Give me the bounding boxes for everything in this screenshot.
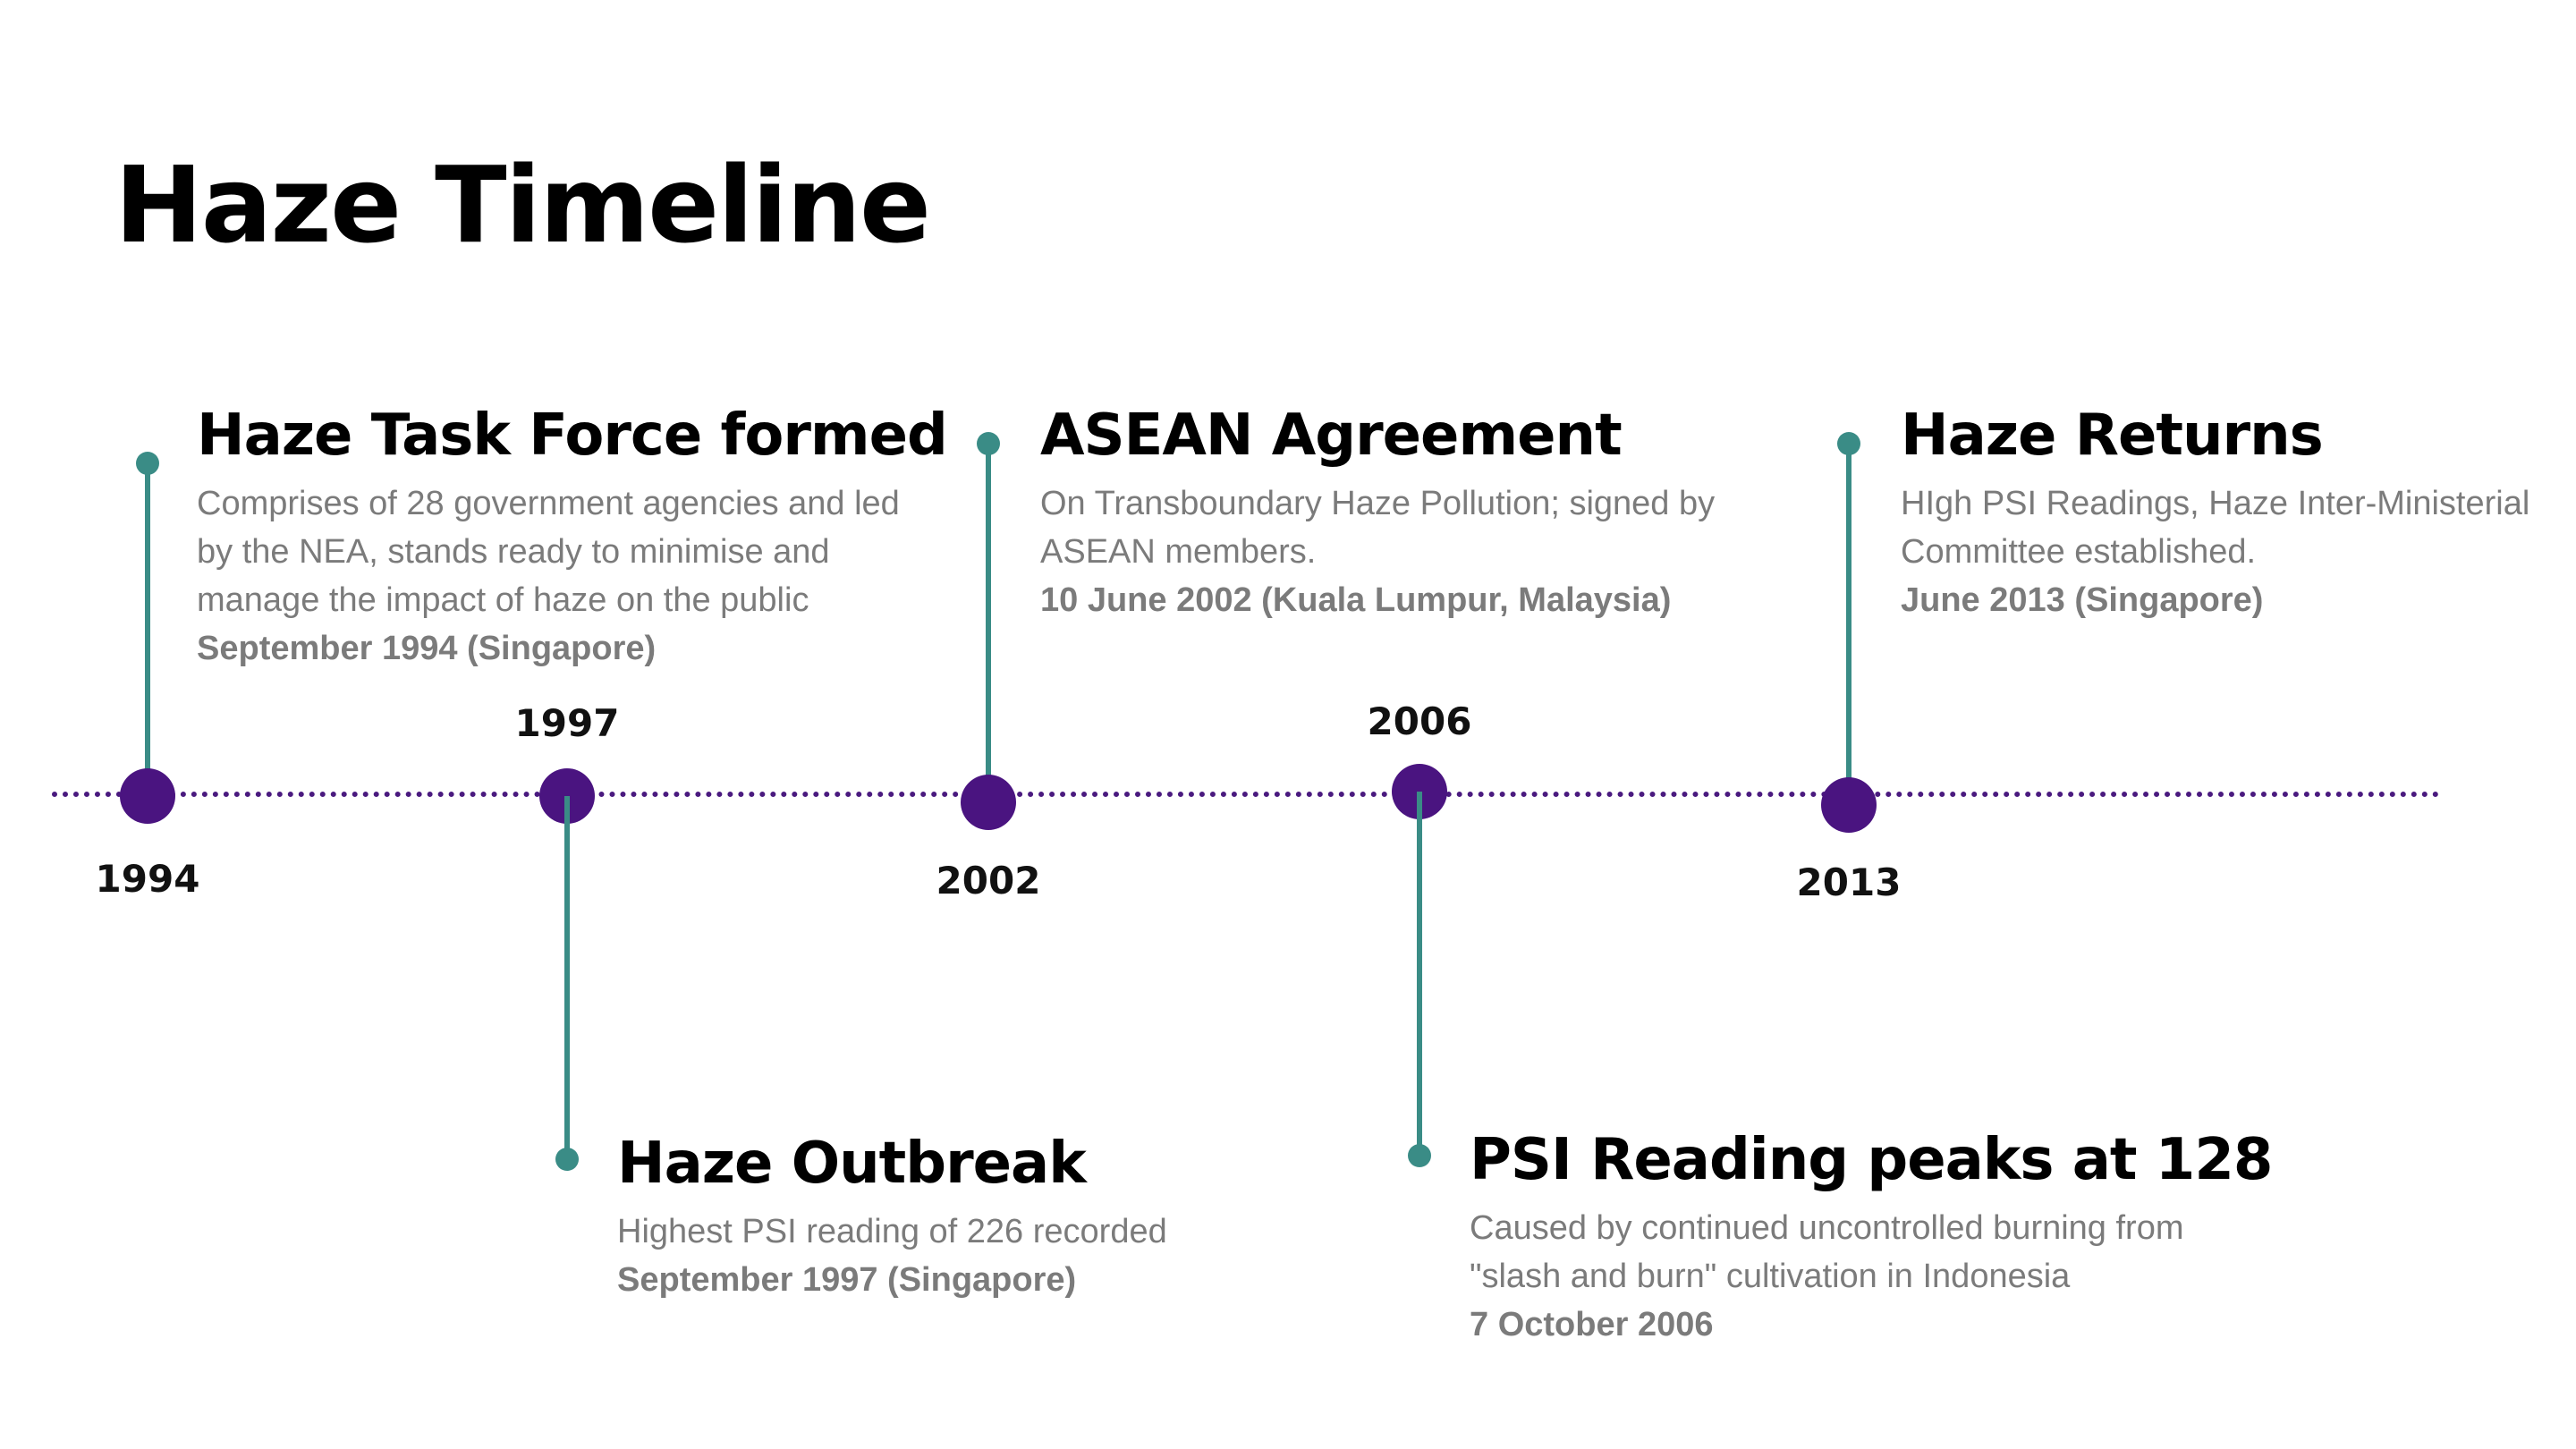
event-date-location: 10 June 2002 (Kuala Lumpur, Malaysia) (1040, 581, 1672, 620)
connector-2006 (1417, 792, 1422, 1156)
event-description: HIgh PSI Readings, Haze Inter-Ministeria… (1901, 485, 2530, 572)
timeline-axis (52, 792, 2440, 797)
event-date-location: September 1994 (Singapore) (197, 630, 657, 668)
event-description: Highest PSI reading of 226 recorded (617, 1213, 1167, 1251)
year-label-2013: 2013 (1796, 860, 1902, 904)
page-title: Haze Timeline (114, 143, 931, 267)
connector-cap-2013 (1837, 432, 1860, 455)
event-2013: Haze Returns HIgh PSI Readings, Haze Int… (1901, 404, 2545, 624)
connector-cap-2002 (977, 432, 1000, 455)
connector-1994 (145, 463, 150, 796)
connector-cap-1994 (136, 452, 159, 475)
event-title: Haze Outbreak (617, 1131, 1087, 1197)
year-label-2006: 2006 (1367, 699, 1472, 743)
connector-cap-1997 (555, 1148, 579, 1171)
connector-cap-2006 (1408, 1144, 1431, 1167)
timeline-node-2013 (1821, 777, 1877, 833)
event-description: Caused by continued uncontrolled burning… (1470, 1209, 2184, 1296)
event-2006: PSI Reading peaks at 128 Caused by conti… (1470, 1127, 2273, 1349)
event-title: ASEAN Agreement (1040, 402, 1623, 469)
event-1997: Haze Outbreak Highest PSI reading of 226… (617, 1132, 1261, 1304)
connector-1997 (564, 796, 570, 1159)
timeline-node-2002 (961, 775, 1016, 830)
event-1994: Haze Task Force formed Comprises of 28 g… (197, 402, 948, 673)
event-2002: ASEAN Agreement On Transboundary Haze Po… (1040, 404, 1756, 624)
timeline-node-1994 (120, 768, 175, 824)
event-title: Haze Returns (1901, 402, 2324, 469)
event-description: On Transboundary Haze Pollution; signed … (1040, 485, 1716, 572)
connector-2002 (986, 444, 991, 801)
event-title: Haze Task Force formed (197, 402, 948, 469)
event-date-location: June 2013 (Singapore) (1901, 581, 2264, 620)
connector-2013 (1846, 444, 1852, 805)
event-date-location: September 1997 (Singapore) (617, 1261, 1077, 1300)
year-label-1994: 1994 (95, 857, 200, 901)
event-date-location: 7 October 2006 (1470, 1306, 1714, 1344)
event-title: PSI Reading peaks at 128 (1470, 1127, 2273, 1193)
year-label-1997: 1997 (514, 701, 620, 745)
year-label-2002: 2002 (936, 859, 1041, 902)
event-description: Comprises of 28 government agencies and … (197, 485, 900, 620)
